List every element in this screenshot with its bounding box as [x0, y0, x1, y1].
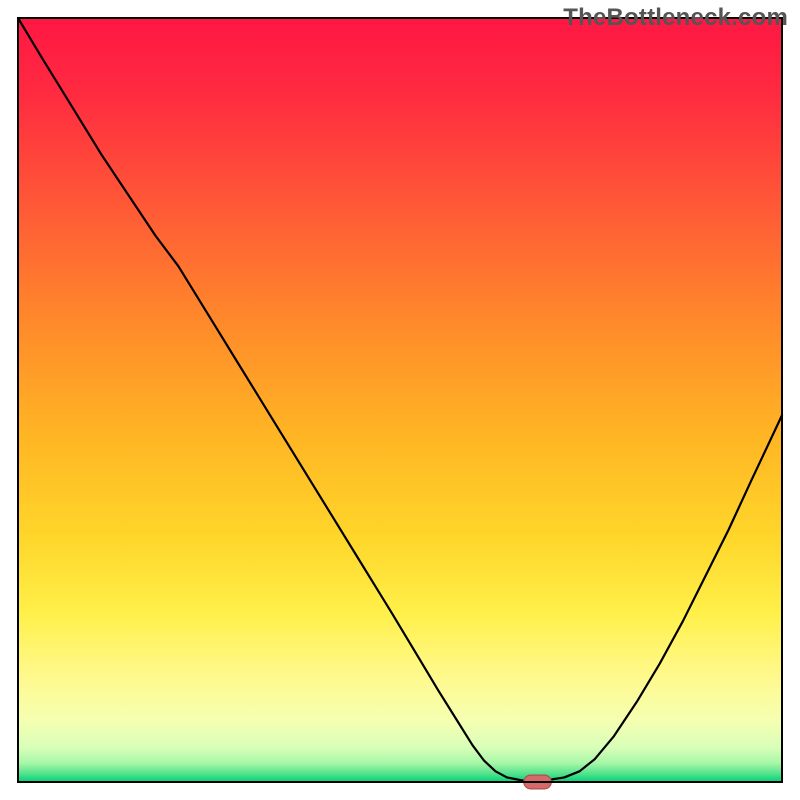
- watermark-text: TheBottleneck.com: [563, 4, 788, 32]
- chart-background: [18, 18, 782, 782]
- bottleneck-chart: [0, 0, 800, 800]
